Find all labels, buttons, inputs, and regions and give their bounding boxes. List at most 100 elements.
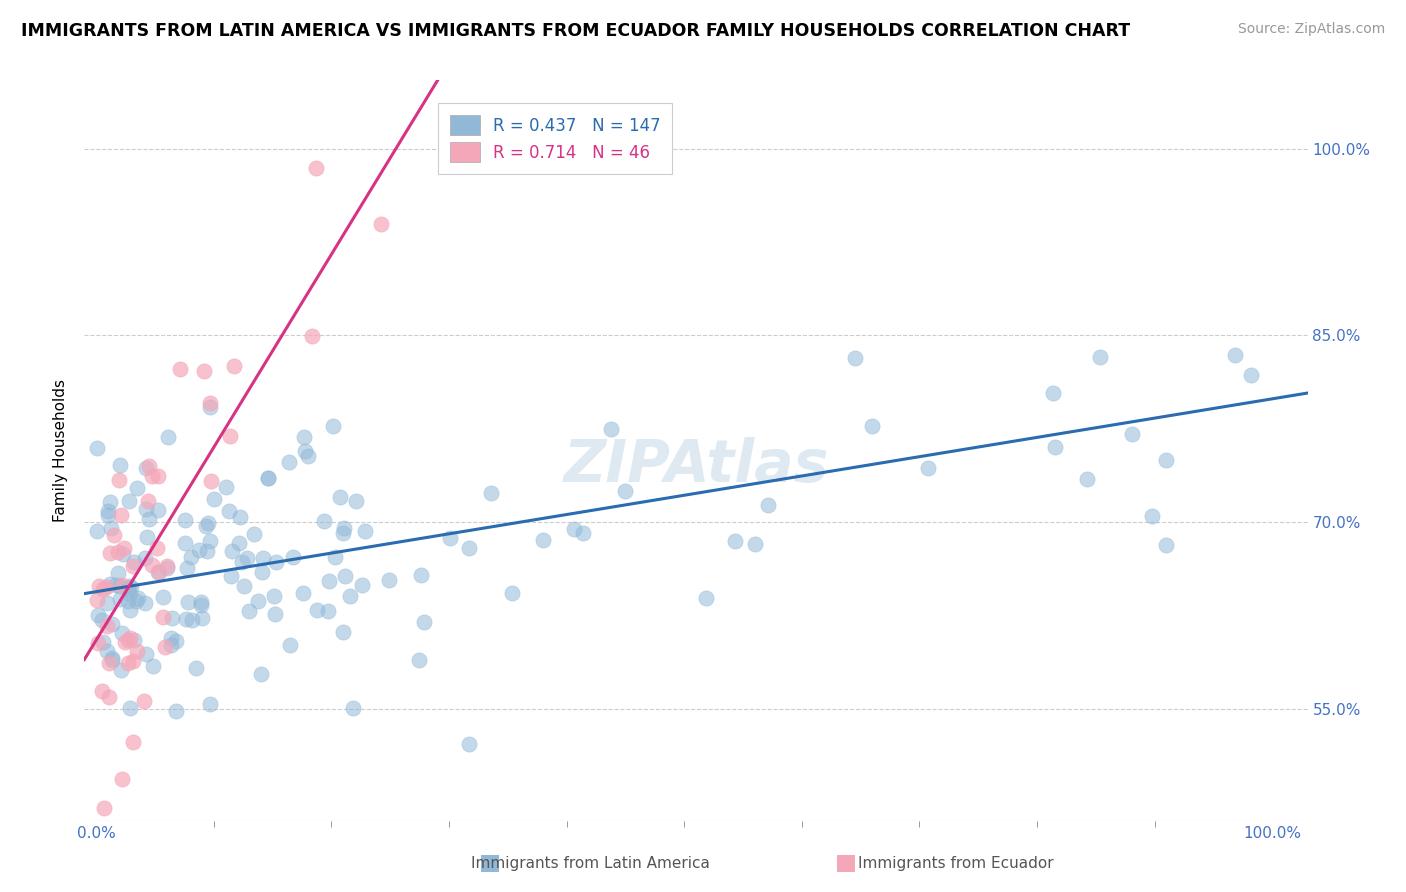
Point	[160, 631, 183, 645]
Point	[181, 613, 204, 627]
Point	[195, 519, 218, 533]
Point	[87, 607, 110, 622]
Point	[176, 561, 198, 575]
Point	[94, 580, 117, 594]
Point	[91, 613, 114, 627]
Point	[111, 626, 134, 640]
Point	[146, 565, 169, 579]
Point	[142, 658, 165, 673]
Point	[200, 400, 222, 414]
Point	[724, 533, 747, 548]
Point	[744, 537, 766, 551]
Point	[1121, 426, 1143, 441]
Point	[122, 555, 145, 569]
Point	[127, 644, 149, 658]
Point	[695, 591, 717, 606]
Point	[264, 607, 287, 621]
Text: Immigrants from Ecuador: Immigrants from Ecuador	[858, 856, 1054, 871]
Point	[152, 590, 174, 604]
Point	[120, 631, 142, 645]
Point	[263, 589, 285, 603]
Point	[294, 444, 316, 458]
Point	[221, 544, 243, 558]
Text: IMMIGRANTS FROM LATIN AMERICA VS IMMIGRANTS FROM ECUADOR FAMILY HOUSEHOLDS CORRE: IMMIGRANTS FROM LATIN AMERICA VS IMMIGRA…	[21, 22, 1130, 40]
Point	[156, 561, 179, 575]
Point	[200, 396, 222, 410]
Point	[1043, 440, 1066, 454]
Point	[439, 531, 461, 545]
Point	[112, 541, 135, 555]
Point	[98, 690, 121, 705]
Point	[264, 555, 287, 569]
Text: Source: ZipAtlas.com: Source: ZipAtlas.com	[1237, 22, 1385, 37]
Point	[111, 578, 134, 592]
Point	[600, 422, 623, 436]
Point	[200, 474, 222, 488]
Point	[329, 490, 352, 504]
Point	[91, 684, 114, 698]
Point	[202, 491, 225, 506]
Point	[122, 735, 145, 749]
Point	[165, 705, 187, 719]
Point	[413, 615, 436, 629]
Point	[110, 663, 132, 677]
Point	[136, 494, 159, 508]
Legend: R = 0.437   N = 147, R = 0.714   N = 46: R = 0.437 N = 147, R = 0.714 N = 46	[439, 103, 672, 174]
Point	[176, 595, 198, 609]
Point	[122, 654, 145, 668]
Point	[118, 603, 141, 617]
Point	[860, 419, 883, 434]
Point	[232, 579, 254, 593]
Y-axis label: Family Households: Family Households	[53, 379, 69, 522]
Point	[148, 565, 170, 579]
Point	[312, 514, 335, 528]
Point	[173, 513, 195, 527]
Point	[378, 573, 401, 587]
Point	[136, 530, 159, 544]
Point	[190, 598, 212, 612]
Point	[148, 469, 170, 483]
Point	[236, 550, 259, 565]
Point	[108, 592, 131, 607]
Point	[1154, 538, 1177, 552]
Point	[107, 566, 129, 580]
Point	[256, 471, 278, 485]
Point	[344, 494, 367, 508]
Point	[112, 547, 135, 561]
Point	[127, 482, 149, 496]
Point	[572, 525, 595, 540]
Point	[101, 651, 124, 665]
Point	[96, 504, 118, 518]
Point	[322, 419, 344, 434]
Point	[277, 455, 299, 469]
Point	[98, 576, 121, 591]
Point	[292, 586, 315, 600]
Point	[297, 449, 319, 463]
Point	[318, 574, 340, 588]
Point	[1142, 508, 1164, 523]
Point	[127, 591, 149, 606]
Point	[89, 579, 111, 593]
Point	[122, 558, 145, 573]
Text: ZIPAtlas: ZIPAtlas	[564, 437, 828, 494]
Point	[479, 486, 502, 500]
Point	[458, 737, 481, 751]
Point	[86, 592, 108, 607]
Point	[533, 533, 555, 548]
Point	[756, 498, 779, 512]
Point	[316, 604, 339, 618]
Point	[332, 521, 354, 535]
Point	[107, 545, 129, 559]
Point	[354, 524, 377, 538]
Point	[198, 533, 221, 548]
Point	[342, 700, 364, 714]
Point	[219, 429, 242, 443]
Point	[281, 549, 304, 564]
Point	[305, 161, 328, 175]
Point	[501, 585, 523, 599]
Point	[219, 569, 242, 583]
Point	[1225, 348, 1247, 362]
Point	[256, 470, 278, 484]
Point	[91, 635, 114, 649]
Point	[86, 441, 108, 455]
